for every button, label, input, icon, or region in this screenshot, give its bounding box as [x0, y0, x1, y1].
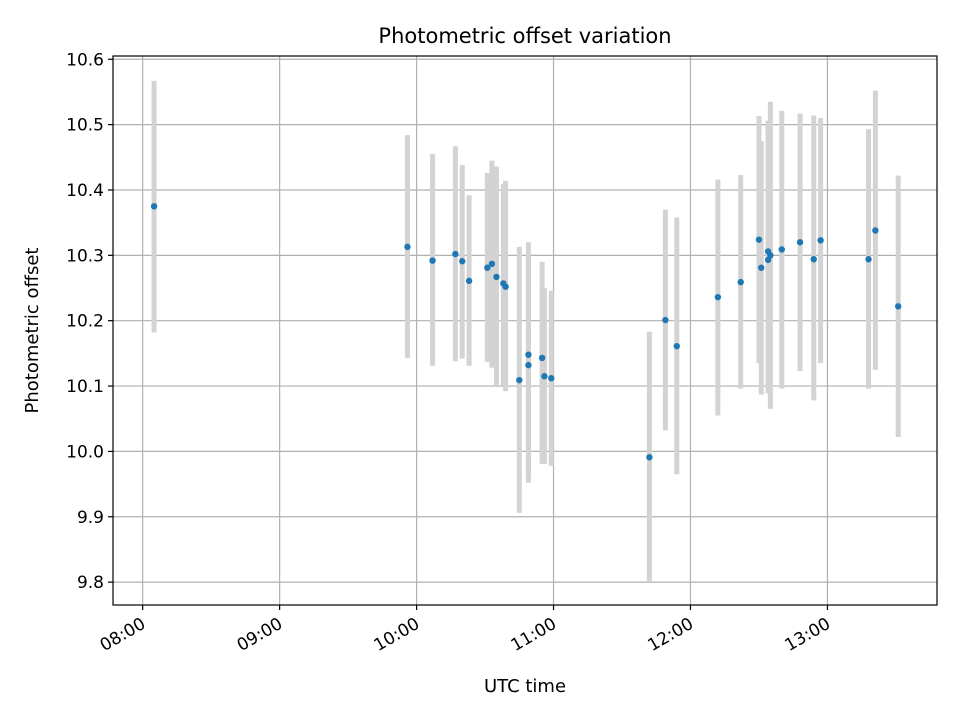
- data-point: [484, 264, 491, 271]
- y-tick-label: 10.2: [66, 312, 104, 332]
- data-point: [662, 316, 669, 324]
- y-tick-label: 10.0: [66, 442, 104, 462]
- data-point: [150, 203, 158, 210]
- data-point: [714, 293, 722, 301]
- data-point: [894, 303, 902, 310]
- data-point: [525, 351, 532, 358]
- data-point: [755, 236, 763, 243]
- data-point: [538, 354, 546, 362]
- data-point: [548, 375, 555, 382]
- data-points: [150, 203, 902, 461]
- plot-frame: [112, 55, 938, 606]
- data-point: [502, 283, 509, 290]
- y-axis-ticks: 9.8 9.9 10.0 10.1 10.2 10.3 10.4 10.5 10.6: [66, 50, 113, 593]
- data-point: [452, 250, 459, 258]
- data-point: [737, 278, 744, 286]
- data-point: [758, 264, 765, 271]
- y-tick-label: 10.6: [66, 50, 104, 70]
- data-point: [493, 273, 500, 281]
- data-point: [516, 376, 523, 384]
- data-point: [865, 256, 872, 263]
- data-point: [767, 252, 774, 259]
- data-point: [459, 258, 466, 265]
- data-point: [778, 246, 785, 253]
- data-point: [646, 454, 653, 461]
- y-tick-label: 10.1: [66, 377, 104, 397]
- chart-title: Photometric offset variation: [378, 24, 671, 48]
- data-point: [541, 373, 548, 380]
- x-axis-label: UTC time: [484, 676, 566, 697]
- data-point: [810, 256, 817, 263]
- y-tick-label: 10.3: [66, 246, 104, 266]
- y-tick-label: 9.8: [77, 573, 104, 593]
- y-axis-label: Photometric offset: [22, 248, 43, 414]
- data-point: [525, 361, 532, 369]
- y-tick-label: 10.5: [66, 116, 104, 136]
- data-point: [488, 260, 496, 268]
- data-point: [817, 237, 824, 244]
- data-point: [796, 239, 804, 246]
- data-point: [872, 227, 879, 234]
- data-point: [465, 277, 473, 285]
- data-point: [404, 243, 411, 251]
- y-tick-label: 9.9: [77, 508, 104, 528]
- data-point: [673, 342, 680, 350]
- data-point: [429, 257, 436, 264]
- y-tick-label: 10.4: [66, 181, 104, 201]
